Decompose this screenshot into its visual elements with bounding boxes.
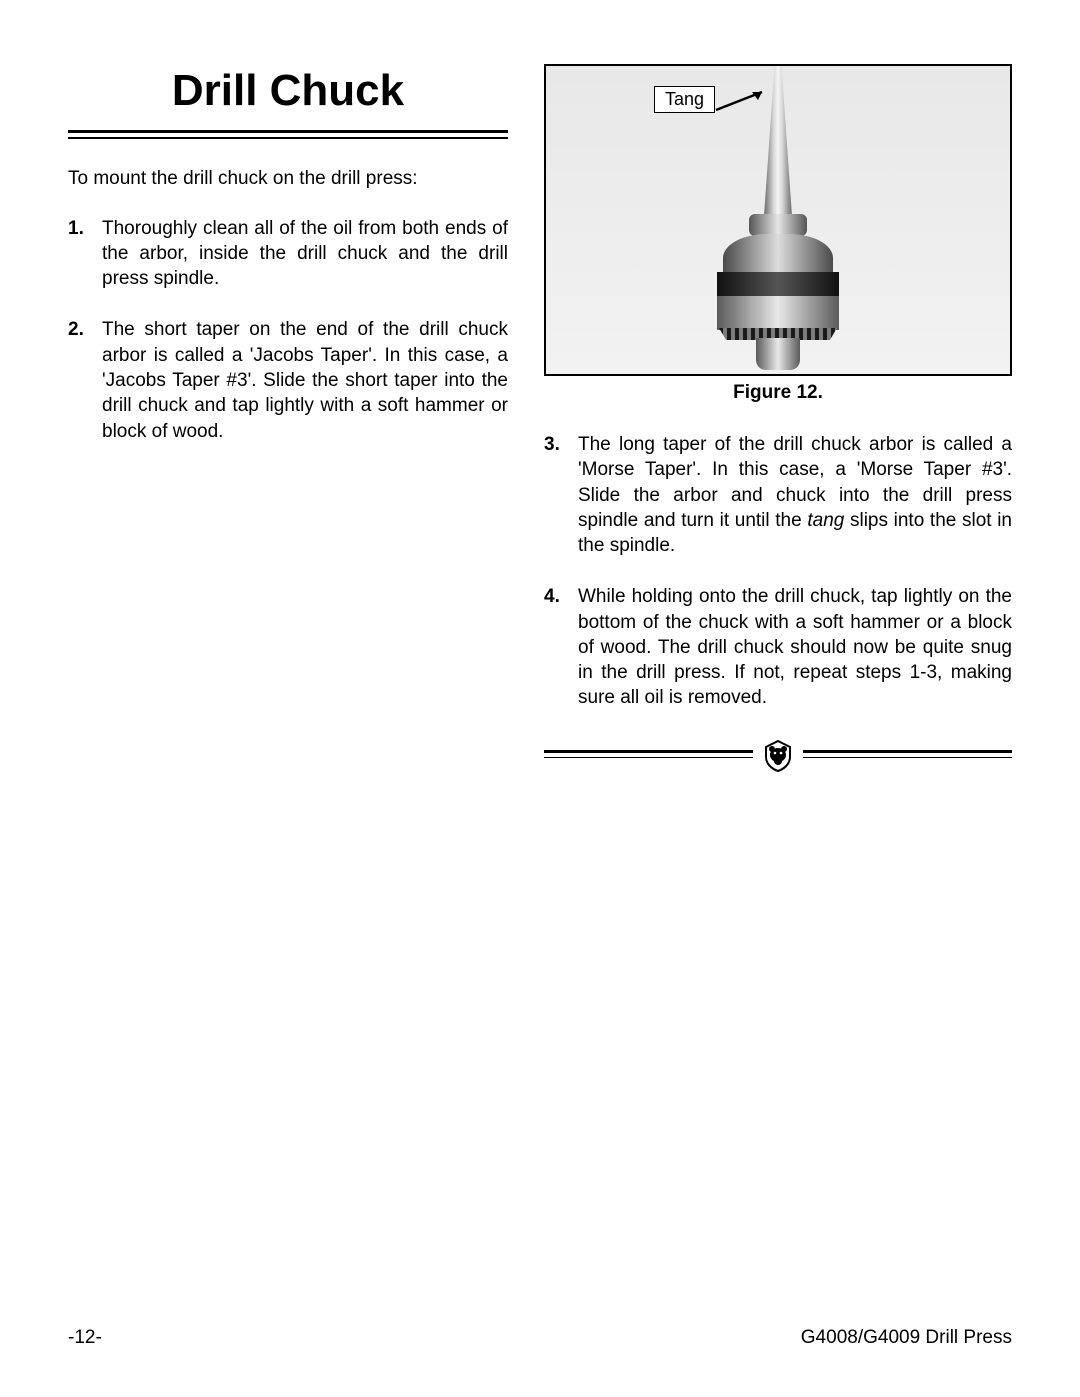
chuck-band-shape	[717, 272, 839, 298]
step-3: 3. The long taper of the drill chuck arb…	[544, 432, 1012, 558]
left-step-list: 1. Thoroughly clean all of the oil from …	[68, 216, 508, 444]
step-2: 2. The short taper on the end of the dri…	[68, 317, 508, 443]
step-number: 2.	[68, 317, 84, 342]
document-title-footer: G4008/G4009 Drill Press	[801, 1327, 1012, 1349]
page-footer: -12- G4008/G4009 Drill Press	[68, 1327, 1012, 1349]
manual-page: Drill Chuck To mount the drill chuck on …	[0, 0, 1080, 1397]
section-end-ornament	[544, 737, 1012, 773]
chuck-nose-shape	[756, 338, 800, 370]
ornament-rule-left	[544, 750, 753, 760]
figure-caption: Figure 12.	[544, 382, 1012, 404]
tang-arrow-icon	[714, 86, 774, 114]
step-number: 3.	[544, 432, 560, 457]
collar-shape	[749, 214, 807, 236]
step-1: 1. Thoroughly clean all of the oil from …	[68, 216, 508, 292]
step-number: 1.	[68, 216, 84, 241]
step-4: 4. While holding onto the drill chuck, t…	[544, 584, 1012, 710]
bear-badge-icon	[761, 738, 795, 772]
page-number: -12-	[68, 1327, 102, 1349]
title-double-rule	[68, 130, 508, 140]
right-step-list: 3. The long taper of the drill chuck arb…	[544, 432, 1012, 711]
step-text: The short taper on the end of the drill …	[102, 319, 508, 441]
section-title: Drill Chuck	[68, 66, 508, 116]
left-column: Drill Chuck To mount the drill chuck on …	[68, 60, 508, 773]
figure-12-image: Tang	[544, 64, 1012, 376]
chuck-top-shape	[723, 234, 833, 274]
step-number: 4.	[544, 584, 560, 609]
step-text: Thoroughly clean all of the oil from bot…	[102, 218, 508, 290]
chuck-body-shape	[717, 296, 839, 330]
tang-callout-label: Tang	[654, 86, 715, 113]
two-column-layout: Drill Chuck To mount the drill chuck on …	[68, 60, 1012, 773]
intro-text: To mount the drill chuck on the drill pr…	[68, 166, 508, 192]
ornament-rule-right	[803, 750, 1012, 760]
step-text-italic: tang	[807, 510, 844, 531]
right-column: Tang Figure 12. 3. The long taper of the…	[544, 60, 1012, 773]
step-text-pre: While holding onto the drill chuck, tap …	[578, 586, 1012, 708]
